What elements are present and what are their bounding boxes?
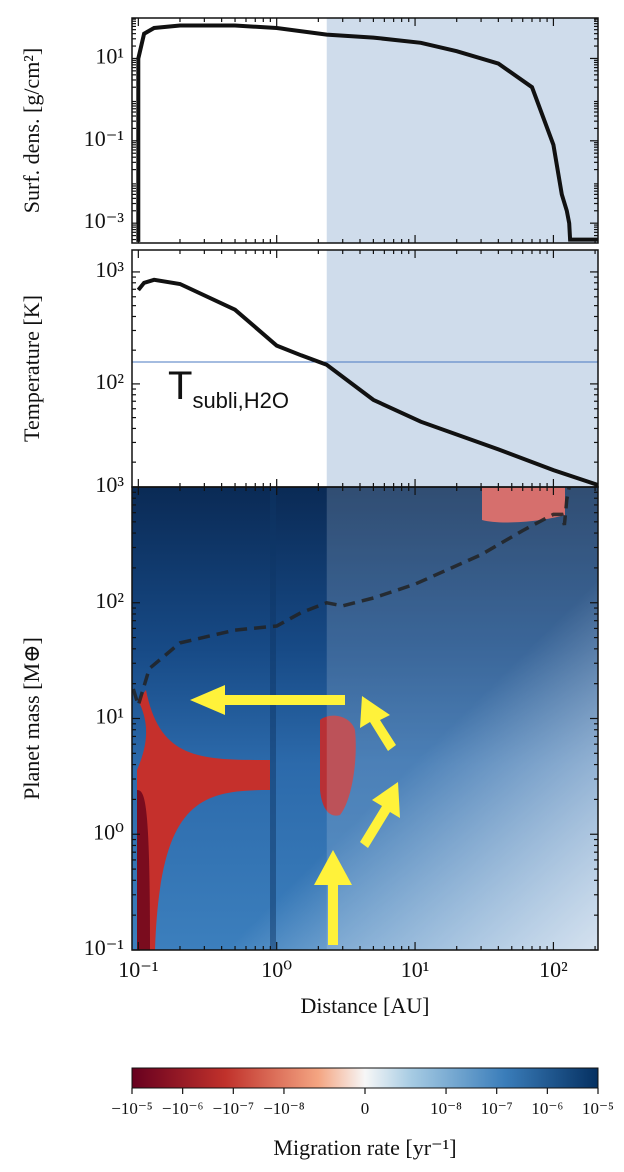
- y-tick-label: 10²: [95, 588, 124, 613]
- heatmap-band: [270, 487, 276, 950]
- x-axis-label: Distance [AU]: [301, 993, 430, 1018]
- colorbar-tick-label: −10⁻⁷: [213, 1099, 255, 1118]
- shaded-span: [326, 18, 598, 243]
- y-axis-label: Planet mass [M⊕]: [19, 637, 44, 800]
- data-line: [136, 277, 599, 487]
- y-axis-label: Surf. dens. [g/cm²]: [19, 48, 44, 213]
- colorbar-tick-label: 10⁻⁶: [531, 1099, 563, 1118]
- colorbar-label: Migration rate [yr⁻¹]: [273, 1135, 456, 1160]
- colorbar-tick-label: 10⁻⁷: [481, 1099, 513, 1118]
- colorbar: [131, 1067, 599, 1089]
- arrow: [190, 685, 345, 715]
- heatmap-region: [482, 487, 565, 523]
- colorbar-tick-label: 0: [361, 1099, 370, 1118]
- x-tick-label: 10⁻¹: [118, 957, 158, 982]
- y-tick-label: 10³: [95, 257, 124, 282]
- y-axis-label: Temperature [K]: [19, 295, 44, 442]
- annotation-sub: subli,H2O: [192, 388, 289, 413]
- data-line: [136, 23, 598, 242]
- colorbar-tick-label: −10⁻⁸: [263, 1099, 305, 1118]
- annotation-main: T: [168, 364, 192, 408]
- x-tick-label: 10⁰: [261, 957, 292, 982]
- arrow: [360, 782, 400, 848]
- heatmap-region: [320, 715, 356, 816]
- annotation: Tsubli,H2O: [168, 364, 289, 413]
- arrow: [314, 850, 352, 945]
- y-tick-label: 10⁰: [93, 819, 124, 844]
- colorbar-tick-label: 10⁻⁸: [430, 1099, 462, 1118]
- colorbar-tick-label: 10⁻⁵: [582, 1099, 614, 1118]
- x-tick-label: 10²: [539, 957, 568, 982]
- heatmap-region: [137, 690, 270, 950]
- plot-frame: [131, 486, 599, 951]
- plot-frame: [131, 17, 599, 244]
- colorbar-tick-label: −10⁻⁵: [111, 1099, 153, 1118]
- y-tick-label: 10⁻¹: [84, 126, 124, 151]
- y-tick-label: 10²: [95, 369, 124, 394]
- y-tick-label: 10¹: [95, 43, 124, 68]
- y-tick-label: 10⁻³: [84, 208, 125, 233]
- x-tick-label: 10¹: [401, 957, 430, 982]
- y-tick-label: 10³: [95, 472, 124, 497]
- heatmap-region: [137, 790, 150, 950]
- annotations: [190, 685, 400, 945]
- y-tick-label: 10¹: [95, 704, 124, 729]
- colorbar-tick-label: −10⁻⁶: [162, 1099, 204, 1118]
- arrow: [360, 696, 396, 751]
- y-tick-label: 10⁻¹: [84, 935, 124, 960]
- shaded-span: [326, 250, 598, 487]
